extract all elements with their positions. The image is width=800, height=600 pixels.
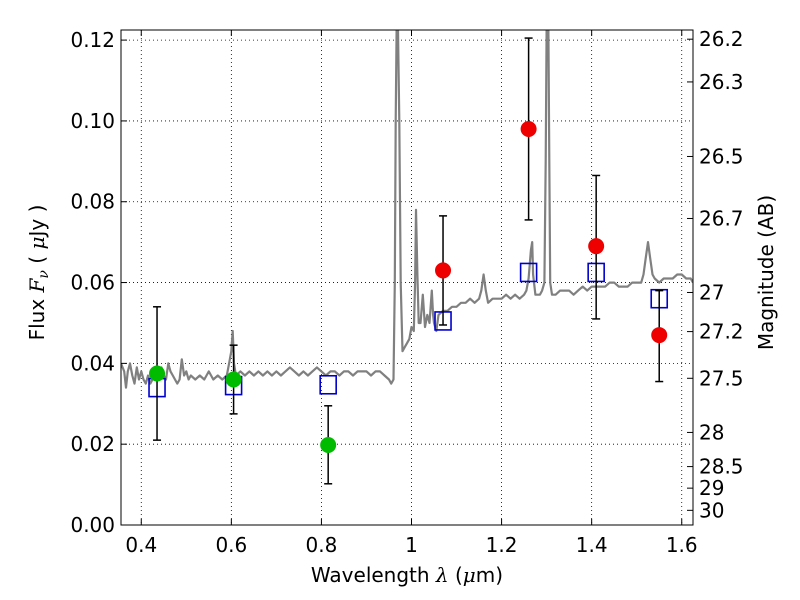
x-tick-label: 0.4	[125, 533, 157, 557]
x-tick-label: 0.8	[306, 533, 338, 557]
observed-point	[225, 371, 242, 388]
x-tick-label: 1.6	[666, 533, 698, 557]
plot-frame	[120, 29, 694, 526]
error-bars	[153, 37, 664, 485]
observed-point	[588, 238, 605, 255]
model-square	[319, 374, 337, 395]
x-tick-label: 1.2	[486, 533, 518, 557]
y-tick-label: 0.02	[70, 432, 115, 456]
x-tick-label: 1	[405, 533, 418, 557]
model-square	[519, 262, 538, 283]
y2-tick-label: 26.5	[699, 144, 744, 168]
y2-tick-label: 26.2	[699, 27, 744, 51]
y2-tick-label: 27	[699, 280, 724, 304]
observed-point	[435, 262, 452, 279]
x-tick-label: 1.4	[576, 533, 608, 557]
spectrum-line	[121, 30, 693, 389]
axis-ticks	[121, 30, 693, 526]
observed-point	[149, 365, 166, 382]
grid-lines	[121, 30, 693, 525]
observed-points	[149, 121, 668, 453]
y-tick-label: 0.06	[70, 271, 115, 295]
plot-area	[121, 30, 693, 485]
y2-axis-title: Magnitude (AB)	[754, 195, 778, 350]
spectrum-layer	[121, 30, 693, 389]
y2-tick-label: 26.7	[699, 206, 744, 230]
y-tick-label: 0.10	[70, 109, 115, 133]
y-axis-title: Flux Fν ( μJy )	[25, 205, 52, 341]
y-tick-label: 0.12	[70, 28, 115, 52]
x-tick-labels: 0.4 0.6 0.8 1 1.2 1.4 1.6	[125, 533, 697, 557]
y-tick-label: 0.00	[70, 513, 115, 537]
x-axis-title: Wavelength λ (μm)	[311, 563, 503, 587]
y-tick-label: 0.08	[70, 190, 115, 214]
y-tick-label: 0.04	[70, 351, 115, 375]
observed-point	[520, 121, 537, 137]
y2-tick-label: 27.5	[699, 366, 744, 390]
y2-tick-label: 27.2	[699, 320, 744, 344]
y2-tick-label: 28.5	[699, 455, 744, 479]
y2-tick-label: 30	[699, 498, 724, 522]
y-tick-labels: 0.00 0.02 0.04 0.06 0.08 0.10 0.12	[70, 28, 115, 537]
observed-point	[320, 436, 337, 453]
observed-point	[651, 327, 668, 344]
y2-tick-label: 28	[699, 420, 724, 444]
y2-tick-label: 29	[699, 476, 724, 500]
x-tick-label: 0.6	[215, 533, 247, 557]
y2-tick-label: 26.3	[699, 70, 744, 94]
